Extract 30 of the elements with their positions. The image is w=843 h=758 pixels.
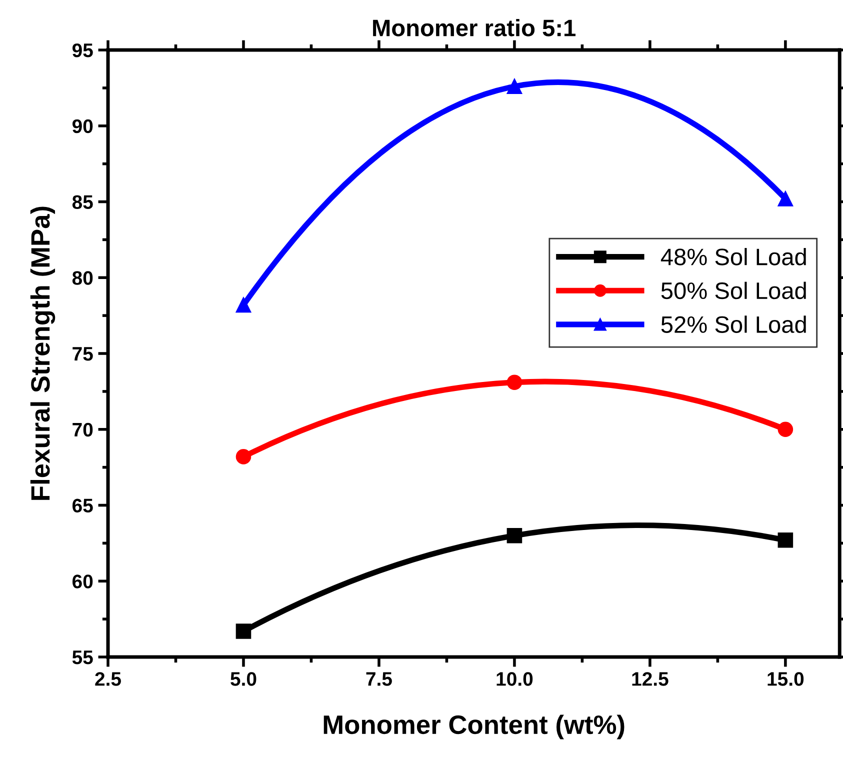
point <box>236 624 252 639</box>
y-axis-title: Flexural Strength (MPa) <box>30 206 56 500</box>
y-tick-label: 60 <box>72 574 93 588</box>
y-tick-label: 55 <box>72 650 93 664</box>
y-tick-label: 90 <box>72 119 93 134</box>
point <box>778 422 794 438</box>
legend-label: 52% Sol Load <box>661 316 806 333</box>
y-tick-label: 80 <box>72 271 93 285</box>
point <box>778 191 794 206</box>
y-tick-label: 65 <box>72 498 93 512</box>
x-tick-label: 10.0 <box>496 672 533 686</box>
x-tick-label: 7.5 <box>366 672 392 686</box>
point <box>236 297 252 313</box>
x-tick-label: 12.5 <box>632 672 668 686</box>
x-tick-label: 5.0 <box>230 672 256 686</box>
x-tick-label: 15.0 <box>768 672 804 686</box>
legend-label: 48% Sol Load <box>660 248 806 266</box>
y-tick-label: 75 <box>72 347 93 361</box>
x-axis-title: Monomer Content (wt%) <box>324 714 624 740</box>
point <box>506 78 522 94</box>
y-tick-label: 85 <box>72 195 93 209</box>
y-tick-label: 70 <box>72 422 93 437</box>
legend-label: 50% Sol Load <box>661 282 806 300</box>
point <box>778 532 794 548</box>
chart-title: Monomer ratio 5:1 <box>373 19 576 36</box>
point <box>506 528 522 544</box>
x-tick-label: 2.5 <box>95 672 121 686</box>
y-tick-label: 95 <box>72 43 93 58</box>
point <box>236 449 252 464</box>
point <box>506 374 522 390</box>
